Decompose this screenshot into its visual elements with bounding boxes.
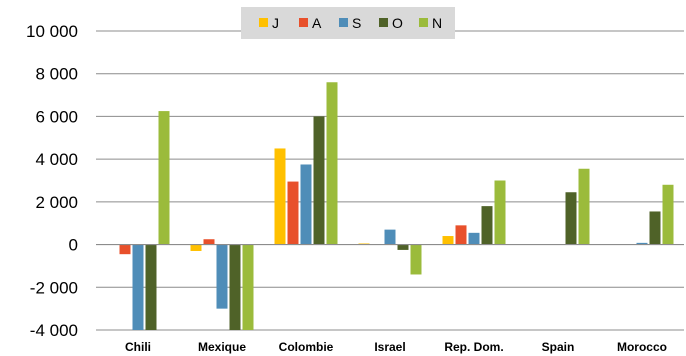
bar-N-colombie: [326, 82, 338, 245]
bar-J-repdom: [442, 236, 454, 245]
x-tick-label: Colombie: [279, 340, 334, 354]
x-tick-label: Morocco: [617, 340, 667, 354]
bar-N-morocco: [662, 184, 674, 245]
bar-O-spain: [565, 192, 577, 245]
legend-swatch-O: [379, 18, 388, 27]
y-tick-label: 10 000: [26, 22, 78, 41]
bar-J-colombie: [274, 148, 286, 245]
bar-N-mexique: [242, 244, 254, 330]
legend-label: O: [392, 15, 403, 31]
bar-A-repdom: [455, 225, 467, 245]
bar-J-mexique: [190, 244, 202, 251]
bar-S-mexique: [216, 244, 228, 309]
y-axis-tick-labels: 10 000 8 000 6 000 4 000 2 000 0 -2 000 -4 000: [26, 22, 78, 340]
bar-S-chili: [132, 244, 144, 330]
legend-swatch-J: [259, 18, 268, 27]
y-tick-label: 2 000: [35, 193, 78, 212]
bar-A-chili: [119, 244, 131, 255]
bar-O-israel: [397, 244, 409, 250]
x-axis-tick-labels: Chili Mexique Colombie Israel Rep. Dom. Spain…: [125, 340, 667, 354]
y-tick-label: -2 000: [30, 278, 78, 297]
bar-O-repdom: [481, 206, 493, 245]
x-tick-label: Rep. Dom.: [444, 340, 503, 354]
y-tick-label: 8 000: [35, 65, 78, 84]
bar-O-mexique: [229, 244, 241, 330]
bars: [119, 82, 674, 330]
y-tick-label: 0: [69, 236, 78, 255]
legend-label: J: [272, 15, 279, 31]
bar-N-spain: [578, 168, 590, 245]
bar-S-israel: [384, 229, 396, 245]
y-tick-label: 6 000: [35, 107, 78, 126]
x-tick-label: Israel: [374, 340, 405, 354]
bar-O-chili: [145, 244, 157, 330]
legend-label: A: [312, 15, 322, 31]
legend-label: S: [352, 15, 361, 31]
bar-A-mexique: [203, 239, 215, 245]
legend-label: N: [432, 15, 442, 31]
x-tick-label: Mexique: [198, 340, 246, 354]
legend-swatch-N: [419, 18, 428, 27]
bar-S-colombie: [300, 164, 312, 245]
legend-swatch-A: [299, 18, 308, 27]
bar-O-morocco: [649, 211, 661, 245]
y-tick-label: -4 000: [30, 321, 78, 340]
bar-O-colombie: [313, 116, 325, 245]
bar-N-repdom: [494, 180, 506, 245]
gridlines: [96, 30, 684, 331]
legend-swatch-S: [339, 18, 348, 27]
bar-S-morocco: [636, 242, 648, 245]
y-tick-label: 4 000: [35, 150, 78, 169]
bar-N-chili: [158, 111, 170, 245]
bar-S-repdom: [468, 232, 480, 245]
bar-A-colombie: [287, 181, 299, 245]
bar-N-israel: [410, 244, 422, 275]
x-tick-label: Chili: [125, 340, 151, 354]
x-tick-label: Spain: [542, 340, 575, 354]
